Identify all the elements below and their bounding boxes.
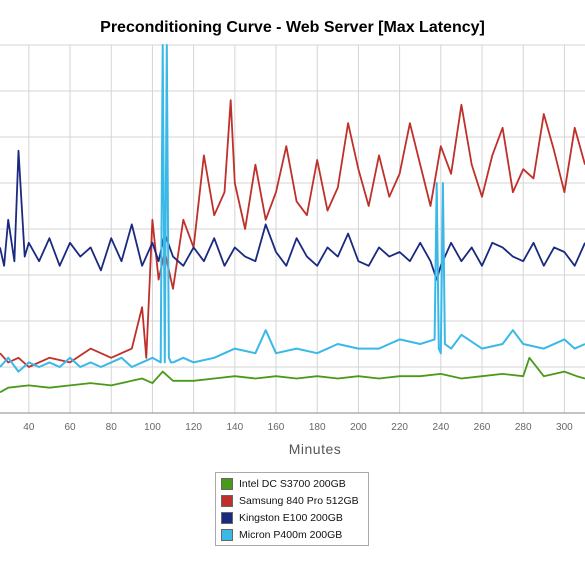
legend-label: Intel DC S3700 200GB (239, 477, 346, 490)
series-line-0 (0, 356, 585, 394)
series-line-2 (0, 149, 585, 281)
legend-swatch (221, 528, 233, 541)
legend-swatch (221, 477, 233, 490)
legend-item-kingston[interactable]: Kingston E100 200GB (216, 509, 368, 526)
x-tick-label: 40 (23, 422, 35, 433)
grid-lines (0, 44, 585, 414)
series-line-1 (0, 99, 585, 368)
x-tick-label: 300 (556, 422, 573, 433)
x-tick-label: 160 (268, 422, 285, 433)
legend-item-intel[interactable]: Intel DC S3700 200GB (216, 475, 368, 492)
x-tick-label: 100 (144, 422, 161, 433)
x-tick-labels: 40 60 80 100 120 140 160 180 200 220 240 260 280 300 (23, 422, 573, 433)
x-tick-label: 280 (515, 422, 532, 433)
legend-label: Samsung 840 Pro 512GB (239, 494, 359, 507)
legend-label: Micron P400m 200GB (239, 528, 343, 541)
x-tick-label: 140 (226, 422, 243, 433)
legend-swatch (221, 511, 233, 524)
x-tick-label: 240 (432, 422, 449, 433)
x-tick-label: 200 (350, 422, 367, 433)
x-axis-label: Minutes (288, 441, 342, 457)
x-tick-label: 80 (106, 422, 118, 433)
legend-label: Kingston E100 200GB (239, 511, 343, 524)
series-line-3 (0, 44, 585, 373)
x-tick-label: 220 (391, 422, 408, 433)
x-tick-label: 180 (309, 422, 326, 433)
legend-swatch (221, 494, 233, 507)
x-tick-label: 120 (185, 422, 202, 433)
legend-item-samsung[interactable]: Samsung 840 Pro 512GB (216, 492, 368, 509)
x-tick-label: 60 (64, 422, 76, 433)
legend-item-micron[interactable]: Micron P400m 200GB (216, 526, 368, 543)
legend: Intel DC S3700 200GB Samsung 840 Pro 512… (215, 472, 369, 546)
series-lines (0, 44, 585, 394)
chart-title: Preconditioning Curve - Web Server [Max … (100, 19, 485, 36)
x-tick-label: 260 (474, 422, 491, 433)
